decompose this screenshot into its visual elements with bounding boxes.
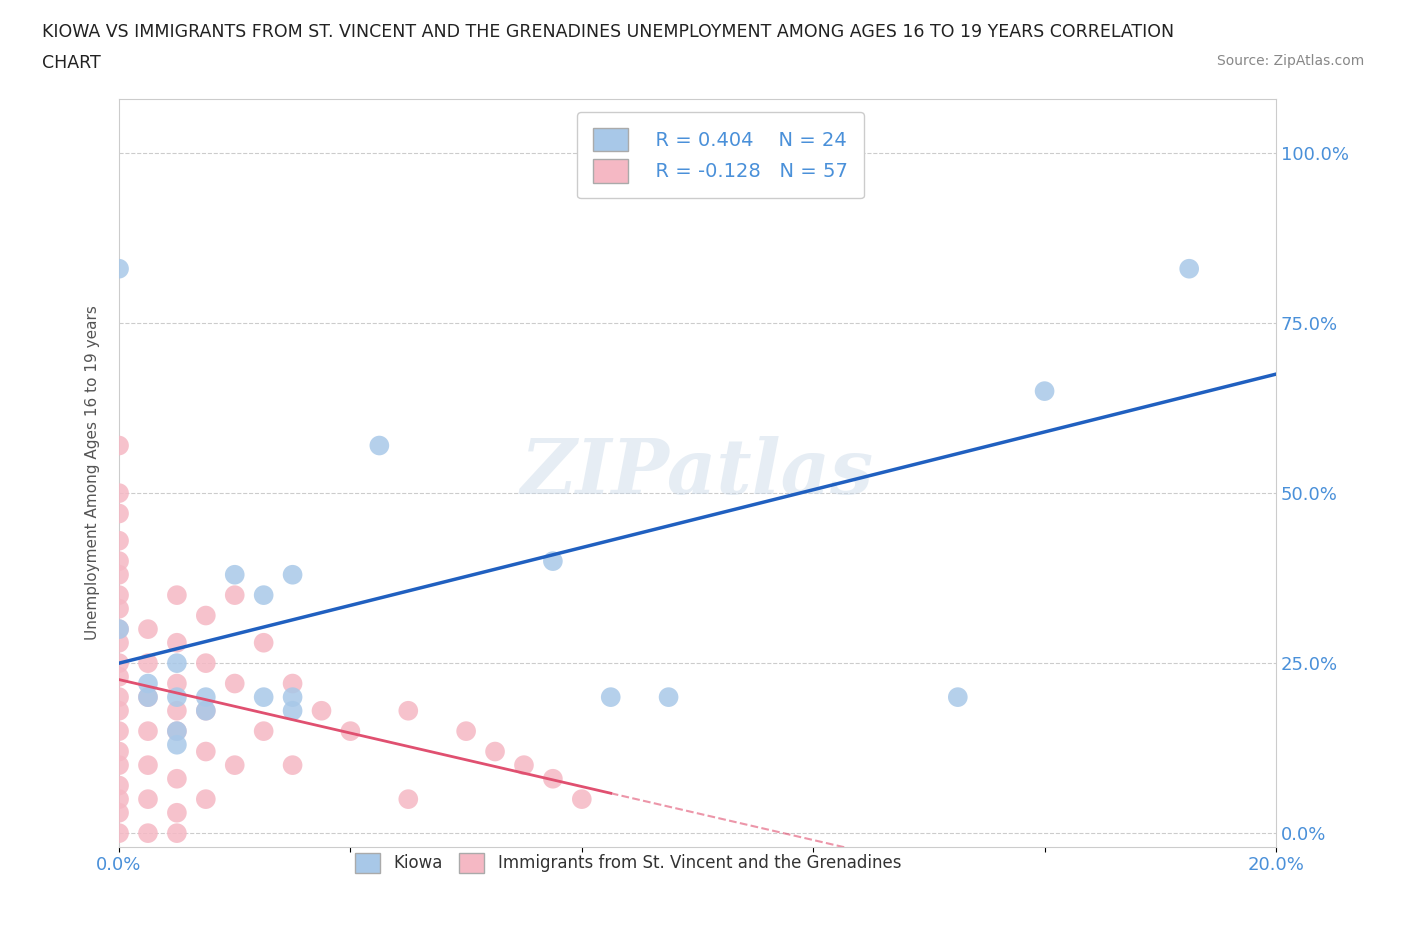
Legend: Kiowa, Immigrants from St. Vincent and the Grenadines: Kiowa, Immigrants from St. Vincent and t… (349, 846, 908, 880)
Point (136, 690, 159, 705)
Point (224, 567, 246, 582)
Point (108, 567, 131, 582)
Point (194, 791, 217, 806)
Point (513, 758, 536, 773)
Point (166, 635, 188, 650)
Text: CHART: CHART (42, 54, 101, 72)
Point (136, 724, 159, 738)
Point (136, 690, 159, 705)
Point (166, 724, 188, 738)
Point (108, 533, 131, 548)
Point (108, 778, 131, 793)
Point (108, 602, 131, 617)
Point (686, 146, 709, 161)
Point (224, 676, 246, 691)
Text: ZIPatlas: ZIPatlas (522, 436, 875, 510)
Point (136, 758, 159, 773)
Point (484, 744, 506, 759)
Point (571, 791, 593, 806)
Point (166, 724, 188, 738)
Point (541, 771, 564, 786)
Point (194, 608, 217, 623)
Point (108, 261, 131, 276)
Point (311, 703, 333, 718)
Point (108, 758, 131, 773)
Point (108, 588, 131, 603)
Point (253, 635, 276, 650)
Point (194, 656, 217, 671)
Point (166, 771, 188, 786)
Point (253, 588, 276, 603)
Point (108, 485, 131, 500)
Point (108, 805, 131, 820)
Point (108, 690, 131, 705)
Point (194, 703, 217, 718)
Point (108, 656, 131, 671)
Point (108, 703, 131, 718)
Point (166, 588, 188, 603)
Text: KIOWA VS IMMIGRANTS FROM ST. VINCENT AND THE GRENADINES UNEMPLOYMENT AMONG AGES : KIOWA VS IMMIGRANTS FROM ST. VINCENT AND… (42, 23, 1174, 41)
Point (281, 676, 304, 691)
Point (281, 690, 304, 705)
Point (108, 438, 131, 453)
Point (194, 690, 217, 705)
Point (253, 690, 276, 705)
Point (194, 744, 217, 759)
Point (108, 670, 131, 684)
Point (368, 438, 391, 453)
Point (166, 737, 188, 752)
Point (136, 791, 159, 806)
Y-axis label: Unemployment Among Ages 16 to 19 years: Unemployment Among Ages 16 to 19 years (86, 305, 100, 640)
Point (224, 758, 246, 773)
Point (1033, 384, 1056, 399)
Point (108, 621, 131, 636)
Point (108, 621, 131, 636)
Point (136, 826, 159, 841)
Point (166, 690, 188, 705)
Point (166, 826, 188, 841)
Point (281, 758, 304, 773)
Point (136, 676, 159, 691)
Point (599, 690, 621, 705)
Point (396, 703, 419, 718)
Point (456, 724, 478, 738)
Point (281, 703, 304, 718)
Point (108, 553, 131, 568)
Point (396, 791, 419, 806)
Point (224, 588, 246, 603)
Point (108, 744, 131, 759)
Point (166, 656, 188, 671)
Point (108, 791, 131, 806)
Point (541, 553, 564, 568)
Point (136, 621, 159, 636)
Point (946, 690, 969, 705)
Point (166, 703, 188, 718)
Point (108, 506, 131, 521)
Text: Source: ZipAtlas.com: Source: ZipAtlas.com (1216, 54, 1364, 68)
Point (166, 805, 188, 820)
Point (166, 676, 188, 691)
Point (658, 690, 681, 705)
Point (108, 724, 131, 738)
Point (108, 635, 131, 650)
Point (1178, 261, 1201, 276)
Point (339, 724, 361, 738)
Point (281, 567, 304, 582)
Point (253, 724, 276, 738)
Point (108, 826, 131, 841)
Point (136, 656, 159, 671)
Point (194, 703, 217, 718)
